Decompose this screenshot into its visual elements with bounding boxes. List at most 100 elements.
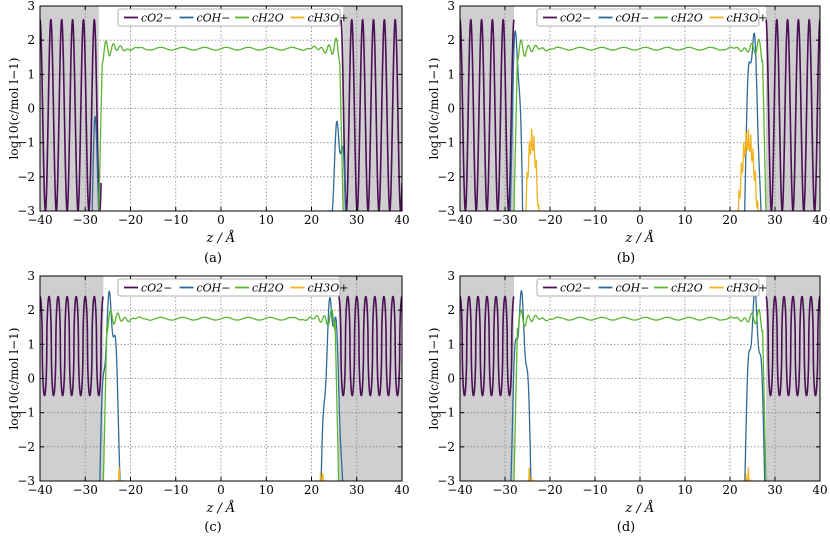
legend-label: cH3O+ (308, 282, 349, 295)
y-tick-label: −2 (17, 440, 35, 454)
x-tick-label: 10 (677, 483, 692, 497)
legend-label: cH2O (252, 12, 284, 25)
x-tick-label: −10 (163, 483, 188, 497)
y-axis-label: log10(c/mol l−1) (7, 328, 21, 430)
series-line-o2 (337, 295, 402, 397)
x-tick-label: 40 (812, 483, 827, 497)
x-tick-label: 30 (349, 483, 364, 497)
x-tick-label: −20 (537, 213, 562, 227)
panel-caption: (d) (617, 520, 635, 535)
legend-label: cOH− (616, 12, 650, 25)
legend-label: cOH− (616, 282, 650, 295)
y-tick-label: −3 (17, 474, 35, 488)
y-tick-label: −2 (437, 170, 455, 184)
series-line-o2 (460, 18, 515, 211)
y-tick-label: 1 (27, 67, 35, 81)
y-tick-label: −3 (17, 204, 35, 218)
y-tick-label: 2 (447, 33, 455, 47)
legend-label: cH3O+ (727, 282, 768, 295)
legend-label: cH2O (671, 282, 703, 295)
series-line-oh (508, 289, 533, 481)
x-tick-label: 0 (636, 213, 644, 227)
x-tick-label: 20 (304, 483, 319, 497)
plot-area (460, 18, 820, 211)
series-line-oh (742, 32, 763, 211)
x-tick-label: −40 (447, 213, 472, 227)
x-tick-label: 20 (722, 483, 737, 497)
y-tick-label: −3 (437, 204, 455, 218)
x-tick-label: 30 (349, 213, 364, 227)
panel-caption: (a) (204, 251, 222, 266)
y-tick-label: −3 (437, 474, 455, 488)
legend-label: cO2− (141, 12, 172, 25)
x-tick-label: 10 (259, 213, 274, 227)
y-tick-label: 2 (27, 303, 35, 317)
y-tick-label: 0 (27, 102, 35, 116)
y-axis-label: log10(c/mol l−1) (427, 58, 441, 160)
series-line-h2o (513, 38, 767, 211)
y-axis-label: log10(c/mol l−1) (7, 58, 21, 160)
series-line-oh (319, 296, 344, 481)
x-axis-label: z / Å (206, 500, 236, 516)
y-tick-label: 3 (27, 269, 35, 283)
legend-box (536, 278, 760, 297)
x-tick-label: 10 (259, 483, 274, 497)
legend-label: cH3O+ (727, 12, 768, 25)
series-line-oh (742, 289, 767, 481)
y-tick-label: 0 (447, 372, 455, 386)
series-line-oh (89, 115, 102, 211)
legend-label: cO2− (141, 282, 172, 295)
y-tick-label: 1 (447, 67, 455, 81)
y-tick-label: 1 (447, 337, 455, 351)
legend-label: cH2O (671, 12, 703, 25)
y-tick-label: 1 (27, 337, 35, 351)
x-tick-label: 20 (304, 213, 319, 227)
x-tick-label: −20 (118, 213, 143, 227)
series-line-oh (326, 120, 351, 211)
legend: cO2− cOH− cH2O cH3O+ (117, 8, 349, 27)
series-line-h2o (98, 37, 344, 211)
y-tick-label: 3 (27, 0, 35, 13)
legend-box (536, 8, 760, 27)
x-tick-label: −10 (582, 213, 607, 227)
x-tick-label: −10 (582, 483, 607, 497)
series-line-o2 (765, 18, 820, 211)
y-tick-label: 2 (27, 33, 35, 47)
y-tick-label: 0 (27, 372, 35, 386)
panel-caption: (c) (204, 520, 221, 535)
x-tick-label: 40 (812, 213, 827, 227)
series-line-h3o (733, 129, 763, 211)
x-tick-label: −10 (163, 213, 188, 227)
x-tick-label: −40 (27, 483, 52, 497)
legend-box (117, 8, 341, 27)
series-line-h2o (102, 308, 340, 481)
y-tick-label: −1 (437, 406, 455, 420)
x-tick-label: 0 (217, 483, 225, 497)
y-tick-label: 0 (447, 102, 455, 116)
series-line-h2o (513, 308, 767, 481)
x-tick-label: 20 (722, 213, 737, 227)
y-tick-label: 2 (447, 303, 455, 317)
x-tick-label: −20 (118, 483, 143, 497)
x-tick-label: −30 (492, 213, 517, 227)
x-tick-label: −30 (73, 483, 98, 497)
series-line-o2 (340, 18, 402, 211)
legend-label: cH3O+ (308, 12, 349, 25)
x-tick-label: −30 (492, 483, 517, 497)
y-tick-label: −2 (437, 440, 455, 454)
legend: cO2− cOH− cH2O cH3O+ (536, 8, 768, 27)
y-tick-label: 3 (447, 0, 455, 13)
x-tick-label: −40 (447, 483, 472, 497)
y-tick-label: −1 (17, 406, 35, 420)
series-line-h3o (111, 466, 127, 481)
y-tick-label: −1 (17, 136, 35, 150)
y-tick-label: 3 (447, 269, 455, 283)
legend-label: cOH− (197, 282, 231, 295)
x-tick-label: 0 (636, 483, 644, 497)
series-line-h3o (522, 128, 542, 211)
x-axis-label: z / Å (625, 230, 655, 246)
